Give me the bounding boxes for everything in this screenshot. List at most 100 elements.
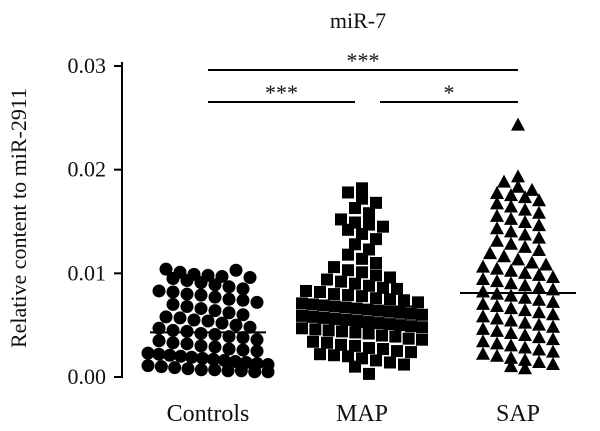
data-point-controls [166,323,180,337]
data-point-sap [546,307,560,321]
data-point-controls [173,265,187,279]
data-point-map [339,301,352,314]
data-point-map [314,348,326,361]
data-point-map [361,316,374,329]
data-point-sap [504,325,518,339]
data-point-map [328,288,340,301]
data-point-sap [504,276,518,290]
data-point-sap [525,255,539,269]
data-point-map [394,319,407,332]
data-point-sap [518,190,532,204]
data-point-map [356,192,368,205]
data-point-sap [518,290,532,304]
data-point-map [339,313,352,326]
data-point-sap [532,218,546,232]
data-point-map [389,330,402,343]
x-tick-labels: Controls MAP SAP [167,401,540,427]
data-point-map [349,326,362,339]
data-point-map [398,358,410,371]
data-point-sap [504,313,518,327]
data-point-controls [194,326,208,340]
data-point-map [342,350,354,363]
y-tick-label: 0.00 [68,364,107,389]
data-point-sap [518,303,532,317]
data-point-sap [490,311,504,325]
data-point-map [335,338,347,351]
data-point-map [356,252,368,265]
data-point-map [402,332,415,345]
y-tick-label: 0.03 [68,53,107,78]
data-point-controls [196,351,210,365]
data-point-sap [504,359,518,373]
data-point-sap [525,182,539,196]
data-point-map [394,306,407,319]
data-point-sap [490,299,504,313]
data-point-controls [236,308,250,322]
data-point-controls [208,340,222,354]
x-tick-label: Controls [167,401,250,427]
data-point-controls [229,318,243,332]
data-point-controls [250,357,264,371]
data-point-controls [208,304,222,318]
data-point-controls [229,263,243,277]
data-point-map [363,218,375,231]
data-point-sap [490,323,504,337]
data-point-controls [208,327,222,341]
data-point-controls [215,316,229,330]
data-point-sap [532,193,546,207]
data-point-controls [187,313,201,327]
data-point-controls [173,311,187,325]
data-point-map [321,336,333,349]
data-point-sap [490,196,504,210]
data-point-controls [221,364,235,378]
data-point-controls [208,290,222,304]
data-point-map [342,289,354,302]
data-point-sap [532,317,546,331]
data-point-sap [518,265,532,279]
data-point-map [342,248,354,261]
data-point-sap [546,344,560,358]
data-point-map [405,346,417,359]
data-point-controls [166,285,180,299]
y-ticks: 0.00 0.01 0.02 0.03 [68,53,122,389]
data-point-map [370,354,382,367]
data-point-controls [163,348,177,362]
data-point-map [335,275,347,288]
data-point-controls [236,293,250,307]
data-point-map [416,321,428,334]
data-point-controls [250,333,264,347]
data-point-controls [154,360,168,374]
data-point-map [336,325,348,338]
y-tick-label: 0.02 [68,157,107,182]
data-point-controls [236,343,250,357]
data-point-controls [168,361,182,375]
data-point-controls [141,346,155,360]
data-point-sap [532,267,546,281]
data-point-map [361,303,374,316]
data-point-map [416,308,428,321]
data-point-map [314,285,326,298]
data-point-sap [518,361,532,375]
data-point-sap [476,284,490,298]
data-point-map [317,299,330,312]
data-point-map [296,322,308,335]
data-point-sap [511,252,525,266]
data-point-map [328,349,340,362]
data-point-sap [532,354,546,368]
data-point-map [349,277,361,290]
data-point-map [384,293,396,306]
data-point-controls [166,336,180,350]
data-point-sap [518,239,532,253]
data-point-sap [532,330,546,344]
data-point-controls [152,347,166,361]
data-point-map [342,186,354,199]
data-point-map [296,309,308,322]
data-point-sap [476,346,490,360]
data-point-sap [490,261,504,275]
data-point-controls [185,350,199,364]
data-point-sap [490,233,504,247]
data-point-map [300,284,312,297]
data-point-controls [180,324,194,338]
data-point-controls [181,362,195,376]
